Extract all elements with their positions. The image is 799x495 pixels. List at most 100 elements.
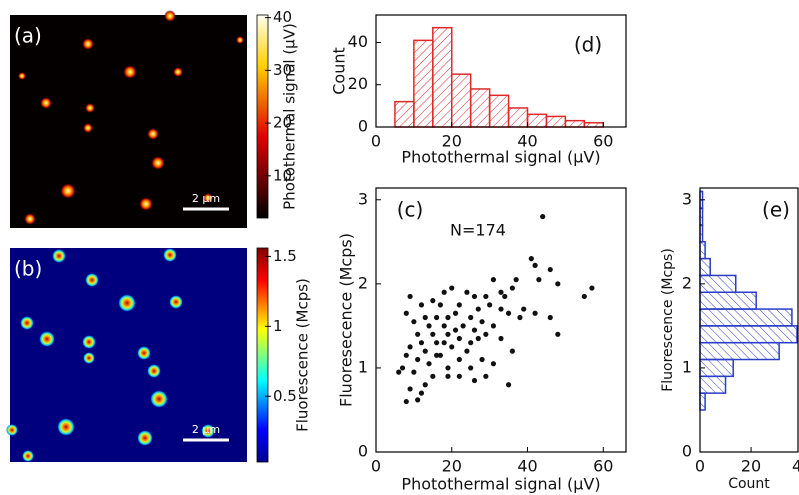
point xyxy=(460,323,466,329)
point xyxy=(437,352,443,358)
bar xyxy=(564,119,586,128)
point xyxy=(498,306,504,312)
y-axis-label: Count xyxy=(330,47,349,95)
annotation: N=174 xyxy=(450,221,506,240)
point xyxy=(490,277,497,283)
point xyxy=(411,369,417,375)
point xyxy=(547,266,553,273)
point xyxy=(505,382,512,388)
point xyxy=(475,306,481,312)
point xyxy=(547,314,553,321)
point xyxy=(445,331,451,337)
colorbar-tick-label: 40 xyxy=(273,8,292,26)
plot-frame xyxy=(699,187,799,453)
y-tick-label: 1 xyxy=(358,357,368,376)
x-tick-label: 0 xyxy=(371,457,381,476)
x-tick-label: 40 xyxy=(517,132,537,151)
image-b xyxy=(6,248,247,462)
point xyxy=(415,356,421,363)
bar xyxy=(699,274,737,294)
bar xyxy=(699,291,757,310)
point xyxy=(483,331,489,337)
point xyxy=(418,340,425,346)
point xyxy=(490,361,497,367)
bar xyxy=(699,325,798,344)
panel-label: (c) xyxy=(397,198,424,222)
y-tick-label: 0 xyxy=(358,442,368,461)
panel-label: (e) xyxy=(762,198,790,222)
point xyxy=(509,348,515,354)
colorbar-tick-label: 30 xyxy=(273,61,292,79)
x-axis-label: Count xyxy=(728,476,770,492)
point xyxy=(452,310,459,316)
y-tick-label: 40 xyxy=(348,32,368,51)
bar xyxy=(526,113,548,128)
point xyxy=(456,356,462,363)
point xyxy=(422,314,428,321)
scale-bar-label: 2 μm xyxy=(192,423,220,436)
x-tick-label: 20 xyxy=(442,457,462,476)
point xyxy=(487,302,493,308)
point xyxy=(498,335,504,342)
point xyxy=(422,348,428,354)
y-axis-label: Fluorescence (Mcps) xyxy=(660,248,676,392)
colorbar-label: Fluorescence (Mcps) xyxy=(294,278,312,432)
bar xyxy=(699,241,706,260)
y-tick-label: 0 xyxy=(358,117,368,136)
colorbar-tick-label: 20 xyxy=(273,114,292,132)
x-tick-label: 0 xyxy=(695,457,705,476)
colorbar-label: Photothermal signal (μV) xyxy=(281,23,299,210)
point xyxy=(441,323,447,329)
point xyxy=(407,293,413,300)
point xyxy=(441,289,447,295)
y-tick-label: 1 xyxy=(682,357,692,376)
point xyxy=(445,365,451,371)
y-tick-label: 3 xyxy=(682,189,692,208)
colorbar-b xyxy=(256,247,269,463)
bar xyxy=(507,107,529,128)
point xyxy=(445,314,451,321)
point xyxy=(403,310,409,316)
point xyxy=(468,340,474,346)
bar xyxy=(394,100,415,128)
point xyxy=(505,310,512,316)
colorbar-tick-label: 0.5 xyxy=(273,387,297,405)
point xyxy=(581,293,587,300)
point xyxy=(407,344,413,350)
point xyxy=(418,302,425,308)
panel-label: (b) xyxy=(14,257,42,281)
x-tick-label: 0 xyxy=(371,132,381,151)
point xyxy=(464,289,470,295)
x-tick-label: 20 xyxy=(741,457,761,476)
point xyxy=(430,298,436,304)
point xyxy=(422,382,428,388)
bar xyxy=(469,88,491,128)
point xyxy=(502,293,508,300)
y-tick-label: 2 xyxy=(682,273,692,292)
point xyxy=(479,319,485,325)
point xyxy=(430,373,436,379)
point xyxy=(441,340,447,346)
x-tick-label: 60 xyxy=(593,132,613,151)
bar xyxy=(699,341,780,361)
scale-bar-label: 2 μm xyxy=(192,192,220,205)
bar xyxy=(583,122,605,128)
bar xyxy=(413,39,434,128)
colorbar-tick-label: 1 xyxy=(273,317,283,335)
point xyxy=(471,327,478,333)
point xyxy=(399,365,406,371)
point xyxy=(456,335,462,342)
point xyxy=(483,293,489,300)
point xyxy=(456,373,462,379)
bar xyxy=(699,257,711,277)
point xyxy=(403,352,409,358)
point xyxy=(445,373,451,379)
plot-frame xyxy=(375,187,627,453)
point xyxy=(426,323,432,329)
bar xyxy=(451,73,472,128)
point xyxy=(415,397,421,403)
x-axis-label: Photothermal signal (μV) xyxy=(401,148,600,167)
point xyxy=(475,335,481,342)
point xyxy=(411,319,417,325)
